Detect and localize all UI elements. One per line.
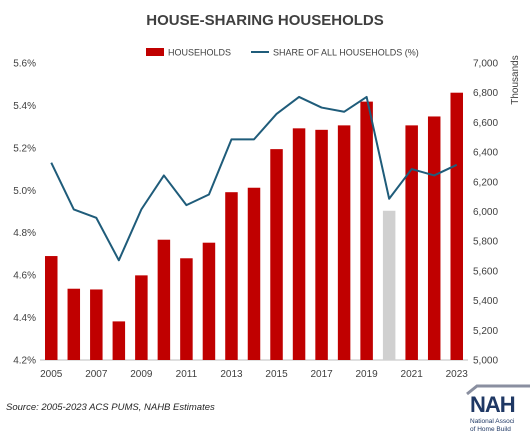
y-left-tick-label: 4.6%	[13, 271, 36, 282]
x-tick-label: 2017	[310, 369, 333, 380]
bar-2014	[247, 187, 261, 360]
x-tick-label: 2023	[446, 369, 469, 380]
x-tick-label: 2015	[265, 369, 288, 380]
logo-line-2: of Home Build	[470, 426, 511, 433]
y-left-tick-label: 4.2%	[13, 356, 36, 367]
bar-2012	[202, 242, 216, 360]
y-axis-right-title: Thousands	[510, 55, 521, 104]
y-left-tick-label: 4.4%	[13, 313, 36, 324]
bar-2015	[270, 149, 283, 360]
legend-label-share: SHARE OF ALL HOUSEHOLDS (%)	[273, 48, 419, 58]
bar-2008	[112, 321, 126, 360]
y-left-tick-label: 4.8%	[13, 228, 36, 239]
logo-mark: NAH	[470, 392, 516, 417]
y-right-tick-label: 5,000	[473, 356, 498, 367]
x-tick-label: 2005	[40, 369, 63, 380]
bar-2019	[360, 101, 373, 361]
y-right-tick-label: 6,000	[473, 207, 498, 218]
bar-2018	[337, 125, 351, 361]
y-right-tick-label: 5,400	[473, 296, 498, 307]
bar-2016	[292, 128, 306, 360]
x-tick-label: 2007	[85, 369, 108, 380]
bar-2009	[135, 275, 148, 360]
bar-2007	[90, 289, 103, 360]
y-right-tick-label: 6,200	[473, 177, 498, 188]
bar-2022	[427, 116, 441, 361]
bar-2013	[225, 192, 238, 360]
y-right-tick-label: 6,800	[473, 88, 498, 99]
x-tick-label: 2009	[130, 369, 153, 380]
roof-icon	[466, 384, 530, 396]
logo-line-1: National Associ	[470, 418, 515, 425]
bar-2023	[450, 92, 463, 360]
y-right-tick-label: 7,000	[473, 59, 498, 70]
x-tick-label: 2021	[401, 369, 424, 380]
y-left-tick-label: 5.4%	[13, 101, 36, 112]
x-tick-label: 2011	[176, 369, 198, 380]
chart-title: HOUSE-SHARING HOUSEHOLDS	[146, 12, 384, 29]
bar-2011	[180, 258, 193, 360]
y-right-tick-label: 6,400	[473, 148, 498, 159]
y-left-tick-label: 5.0%	[13, 186, 36, 197]
bar-series	[45, 92, 463, 361]
nahb-logo: NAH National Associ of Home Build	[463, 378, 530, 442]
bar-2017	[315, 129, 328, 360]
y-right-tick-label: 5,200	[473, 326, 498, 337]
logo-text: National Associ of Home Build	[470, 418, 514, 434]
y-right-tick-label: 6,600	[473, 118, 498, 129]
x-tick-label: 2013	[220, 369, 243, 380]
y-left-tick-label: 5.2%	[13, 143, 36, 154]
bar-2020	[382, 210, 396, 360]
bar-2005	[45, 256, 58, 360]
x-tick-label: 2019	[356, 369, 379, 380]
legend-label-households: HOUSEHOLDS	[168, 48, 231, 58]
legend-swatch-households	[146, 48, 164, 56]
bar-2010	[157, 239, 171, 360]
share-line	[50, 95, 458, 262]
y-right-tick-label: 5,600	[473, 266, 498, 277]
x-axis: 2005 2007 2009 2011 2013 2015 2017 2019 2021 2023	[40, 369, 468, 380]
y-axis-left: 4.2% 4.4% 4.6% 4.8% 5.0% 5.2% 5.4% 5.6%	[13, 59, 36, 367]
bar-2006	[67, 288, 81, 360]
y-left-tick-label: 5.6%	[13, 59, 36, 70]
y-right-tick-label: 5,800	[473, 237, 498, 248]
legend: HOUSEHOLDS SHARE OF ALL HOUSEHOLDS (%)	[146, 48, 419, 58]
source-note: Source: 2005-2023 ACS PUMS, NAHB Estimat…	[6, 402, 215, 413]
y-axis-right: 5,000 5,200 5,400 5,600 5,800 6,000 6,200 6,400…	[473, 59, 498, 367]
bar-2021	[405, 125, 418, 361]
